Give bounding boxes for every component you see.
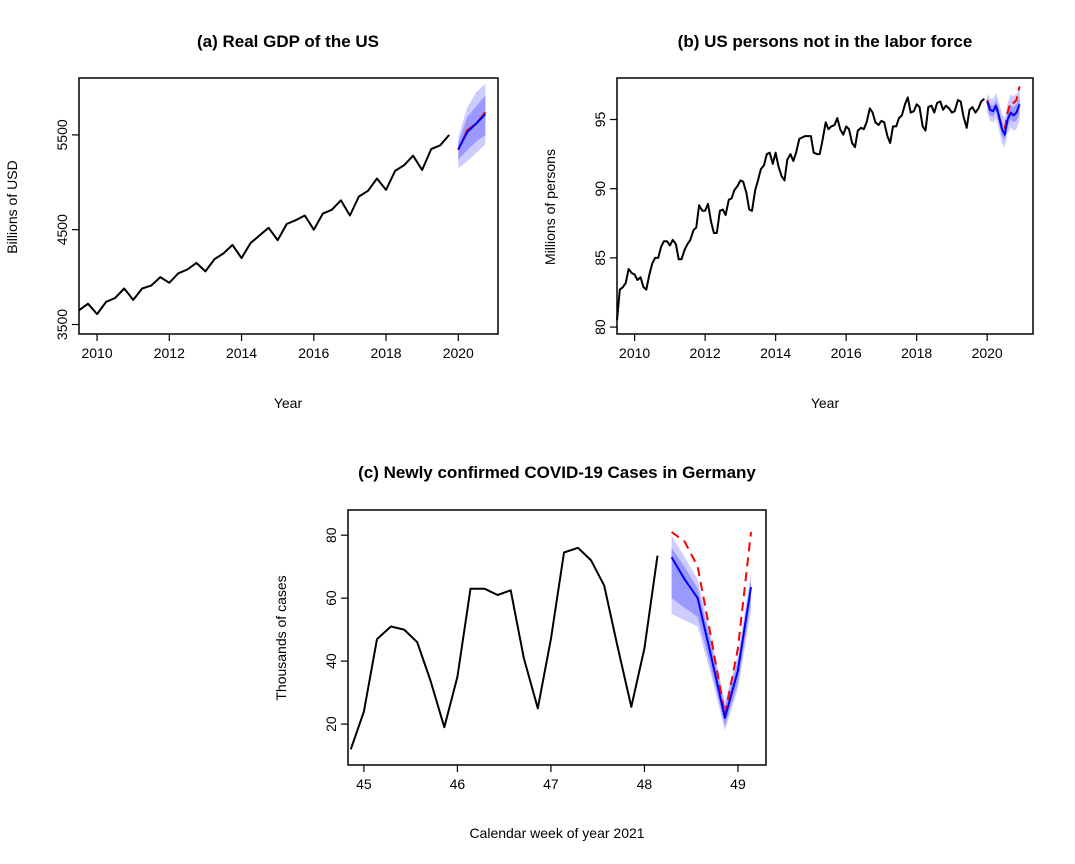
x-tick-label: 2012: [154, 345, 185, 361]
y-tick-label: 80: [592, 319, 608, 335]
x-tick-label: 2014: [226, 345, 257, 361]
y-tick-label: 95: [592, 112, 608, 128]
x-tick-label: 2020: [972, 345, 1003, 361]
x-tick-label: 2016: [298, 345, 329, 361]
series-line-truth: [986, 86, 1021, 131]
y-tick-label: 90: [592, 181, 608, 197]
y-tick-label: 4500: [54, 214, 70, 245]
y-tick-label: 5500: [54, 119, 70, 150]
series-line-observed: [616, 96, 985, 321]
plot-area: 2010 2012 2014 2016 2018 2020 3500 4500 5500: [54, 77, 499, 361]
series-line-forecast: [986, 101, 1021, 136]
series-line-forecast: [670, 556, 752, 719]
x-tick-label: 46: [450, 776, 466, 792]
x-tick-label: 49: [730, 776, 746, 792]
series-line-observed: [349, 546, 659, 750]
y-tick-label: 20: [323, 716, 339, 732]
chart-title: (c) Newly confirmed COVID-19 Cases in Ge…: [358, 463, 756, 482]
y-axis-label: Thousands of cases: [273, 575, 289, 700]
x-tick-label: 48: [637, 776, 653, 792]
y-tick-label: 85: [592, 250, 608, 266]
panel-real-gdp: (a) Real GDP of the US Year Billions of …: [4, 32, 499, 411]
x-axis-label: Year: [274, 395, 303, 411]
plot-frame: [347, 509, 767, 766]
y-tick-label: 3500: [54, 309, 70, 340]
plot-area: 2010 2012 2014 2016 2018 2020 80 85 90 95: [592, 77, 1034, 361]
x-tick-label: 2018: [370, 345, 401, 361]
plot-frame: [78, 77, 499, 335]
y-tick-label: 40: [323, 653, 339, 669]
x-tick-label: 2014: [760, 345, 791, 361]
prediction-band-inner: [671, 547, 751, 726]
y-tick-label: 60: [323, 590, 339, 606]
x-tick-label: 2010: [81, 345, 112, 361]
series-line-observed: [78, 134, 450, 316]
panel-not-in-labor-force: (b) US persons not in the labor force Ye…: [542, 32, 1034, 411]
x-axis-label: Year: [811, 395, 840, 411]
y-tick-label: 80: [323, 527, 339, 543]
x-tick-label: 2020: [443, 345, 474, 361]
x-tick-label: 2010: [619, 345, 650, 361]
x-tick-label: 45: [356, 776, 372, 792]
y-axis-label: Millions of persons: [542, 149, 558, 265]
x-axis-label: Calendar week of year 2021: [469, 825, 644, 841]
chart-title: (b) US persons not in the labor force: [678, 32, 973, 51]
y-axis-label: Billions of USD: [4, 160, 20, 253]
x-tick-label: 2012: [690, 345, 721, 361]
series-line-truth: [671, 531, 752, 716]
x-tick-label: 2016: [831, 345, 862, 361]
plot-frame: [616, 77, 1034, 335]
x-tick-label: 47: [543, 776, 559, 792]
series-line-forecast: [457, 113, 487, 150]
x-tick-label: 2018: [901, 345, 932, 361]
plot-area: 45 46 47 48 49 20 40 60 80: [323, 509, 767, 792]
panel-covid-cases: (c) Newly confirmed COVID-19 Cases in Ge…: [273, 463, 767, 841]
chart-title: (a) Real GDP of the US: [197, 32, 379, 51]
